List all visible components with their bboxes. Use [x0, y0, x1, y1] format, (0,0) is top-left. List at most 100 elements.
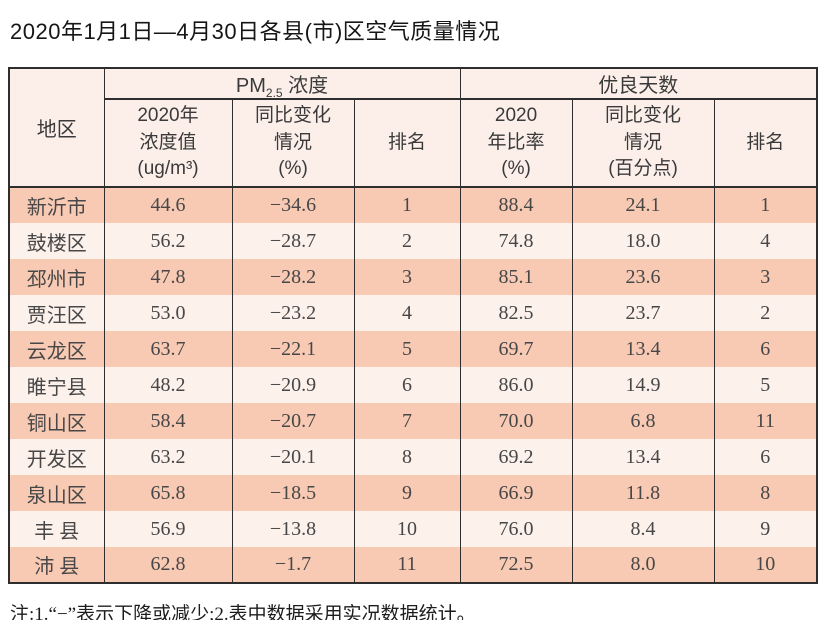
gd-rank-cell: 9: [713, 511, 818, 547]
region-cell: 沛 县: [8, 547, 105, 583]
pm-value-cell: 48.2: [103, 367, 233, 403]
gd-ratio-cell: 72.5: [459, 547, 573, 583]
gd-rank-cell: 6: [713, 331, 818, 367]
region-cell: 邳州市: [8, 259, 105, 295]
table-row: 沛 县 62.8 −1.7 11 72.5 8.0 10: [8, 547, 818, 583]
pm-change-cell: −20.1: [231, 439, 355, 475]
pm-value-cell: 53.0: [103, 295, 233, 331]
table-row: 鼓楼区 56.2 −28.7 2 74.8 18.0 4: [8, 223, 818, 259]
pm-change-cell: −18.5: [231, 475, 355, 511]
table-row: 开发区 63.2 −20.1 8 69.2 13.4 6: [8, 439, 818, 475]
header-region: 地区: [8, 68, 105, 188]
pm-value-cell: 58.4: [103, 403, 233, 439]
pm-change-cell: −22.1: [231, 331, 355, 367]
pm-rank-cell: 6: [353, 367, 461, 403]
gd-rank-cell: 5: [713, 367, 818, 403]
pm25-label-subscript: 2.5: [265, 86, 283, 100]
gd-change-cell: 13.4: [571, 331, 715, 367]
table-row: 邳州市 47.8 −28.2 3 85.1 23.6 3: [8, 259, 818, 295]
pm-rank-cell: 10: [353, 511, 461, 547]
pm-value-cell: 56.2: [103, 223, 233, 259]
pm-value-cell: 47.8: [103, 259, 233, 295]
gd-ratio-cell: 69.2: [459, 439, 573, 475]
pm-change-cell: −23.2: [231, 295, 355, 331]
table-row: 泉山区 65.8 −18.5 9 66.9 11.8 8: [8, 475, 818, 511]
gd-rank-cell: 10: [713, 547, 818, 583]
gd-rank-cell: 1: [713, 187, 818, 223]
gd-rank-cell: 6: [713, 439, 818, 475]
region-cell: 新沂市: [8, 187, 105, 223]
pm-change-cell: −28.2: [231, 259, 355, 295]
gd-rank-cell: 4: [713, 223, 818, 259]
gd-rank-cell: 11: [713, 403, 818, 439]
pm-value-cell: 56.9: [103, 511, 233, 547]
region-cell: 睢宁县: [8, 367, 105, 403]
pm-value-cell: 62.8: [103, 547, 233, 583]
header-gd-rank: 排名: [713, 99, 818, 188]
pm-rank-cell: 7: [353, 403, 461, 439]
gd-change-cell: 11.8: [571, 475, 715, 511]
pm-change-cell: −1.7: [231, 547, 355, 583]
page-title: 2020年1月1日—4月30日各县(市)区空气质量情况: [10, 19, 501, 44]
pm-rank-cell: 5: [353, 331, 461, 367]
pm-change-cell: −20.7: [231, 403, 355, 439]
table-row: 睢宁县 48.2 −20.9 6 86.0 14.9 5: [8, 367, 818, 403]
gd-change-cell: 8.4: [571, 511, 715, 547]
header-pm-change: 同比变化 情况 (%): [231, 99, 355, 188]
gd-change-cell: 23.6: [571, 259, 715, 295]
pm-rank-cell: 2: [353, 223, 461, 259]
table-row: 新沂市 44.6 −34.6 1 88.4 24.1 1: [8, 187, 818, 223]
table-sub-header-row: 2020年 浓度值 (ug/m³) 同比变化 情况 (%) 排名 2020 年比…: [9, 99, 818, 188]
pm25-label-rest: 浓度: [282, 75, 329, 97]
pm25-label-base: PM: [235, 75, 266, 97]
header-pm-rank: 排名: [353, 99, 461, 188]
gd-change-cell: 18.0: [571, 223, 715, 259]
pm-value-cell: 65.8: [103, 475, 233, 511]
gd-change-cell: 23.7: [571, 295, 715, 331]
pm-change-cell: −28.7: [231, 223, 355, 259]
gd-ratio-cell: 74.8: [459, 223, 573, 259]
table-row: 云龙区 63.7 −22.1 5 69.7 13.4 6: [8, 331, 818, 367]
pm-change-cell: −20.9: [231, 367, 355, 403]
pm-rank-cell: 4: [353, 295, 461, 331]
gd-rank-cell: 8: [713, 475, 818, 511]
region-cell: 鼓楼区: [8, 223, 105, 259]
gd-ratio-cell: 85.1: [459, 259, 573, 295]
pm-change-cell: −34.6: [231, 187, 355, 223]
header-gd-ratio: 2020 年比率 (%): [459, 99, 573, 188]
table-row: 铜山区 58.4 −20.7 7 70.0 6.8 11: [8, 403, 818, 439]
air-quality-table: 地区 PM2.5 浓度 优良天数 2020年 浓度值 (ug/m³) 同比变化 …: [8, 67, 819, 584]
gd-ratio-cell: 86.0: [459, 367, 573, 403]
gd-rank-cell: 2: [713, 295, 818, 331]
pm-value-cell: 44.6: [103, 187, 233, 223]
region-cell: 丰 县: [8, 511, 105, 547]
header-pm-value: 2020年 浓度值 (ug/m³): [103, 99, 233, 188]
table-row: 丰 县 56.9 −13.8 10 76.0 8.4 9: [8, 511, 818, 547]
table-row: 贾汪区 53.0 −23.2 4 82.5 23.7 2: [8, 295, 818, 331]
region-cell: 铜山区: [8, 403, 105, 439]
region-cell: 贾汪区: [8, 295, 105, 331]
region-cell: 泉山区: [8, 475, 105, 511]
footnote: 注:1.“−”表示下降或减少;2.表中数据采用实况数据统计。: [10, 604, 476, 620]
region-cell: 云龙区: [8, 331, 105, 367]
gd-ratio-cell: 66.9: [459, 475, 573, 511]
pm-value-cell: 63.2: [103, 439, 233, 475]
pm-change-cell: −13.8: [231, 511, 355, 547]
gd-ratio-cell: 76.0: [459, 511, 573, 547]
header-pm25-group: PM2.5 浓度: [103, 68, 461, 100]
pm-rank-cell: 1: [353, 187, 461, 223]
pm-rank-cell: 8: [353, 439, 461, 475]
pm-rank-cell: 9: [353, 475, 461, 511]
gd-change-cell: 8.0: [571, 547, 715, 583]
gd-ratio-cell: 88.4: [459, 187, 573, 223]
table-group-header-row: 地区 PM2.5 浓度 优良天数: [8, 68, 818, 188]
gd-ratio-cell: 70.0: [459, 403, 573, 439]
pm-rank-cell: 3: [353, 259, 461, 295]
region-cell: 开发区: [8, 439, 105, 475]
header-good-days-group: 优良天数: [459, 68, 818, 100]
gd-change-cell: 14.9: [571, 367, 715, 403]
header-gd-change: 同比变化 情况 (百分点): [571, 99, 715, 188]
gd-rank-cell: 3: [713, 259, 818, 295]
gd-ratio-cell: 82.5: [459, 295, 573, 331]
